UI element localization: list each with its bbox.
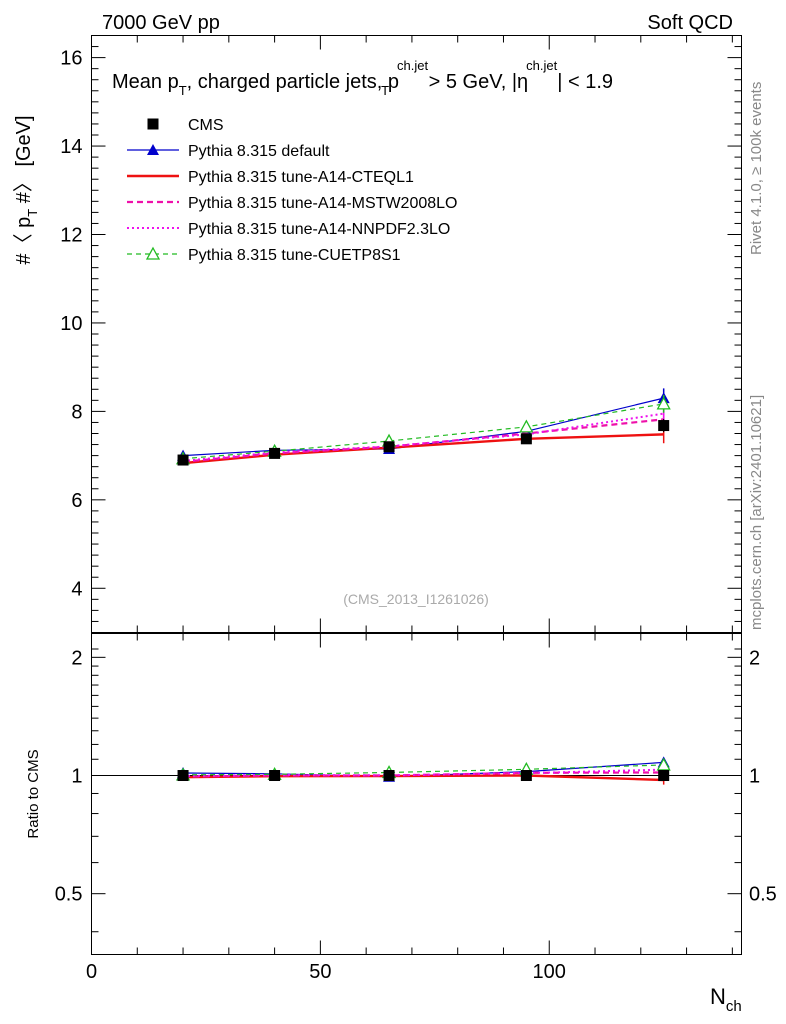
ratio-series-cms bbox=[177, 770, 670, 782]
ratio-tick-label-right: 1 bbox=[749, 766, 760, 788]
data-point bbox=[656, 396, 671, 410]
beam-label: 7000 GeV pp bbox=[102, 12, 220, 34]
series-cms bbox=[177, 418, 670, 466]
series-layer bbox=[175, 388, 671, 466]
y-tick-label: 14 bbox=[60, 136, 82, 158]
process-label: Soft QCD bbox=[647, 12, 733, 34]
y-axis-label: #〈 pT #〉 [GeV] bbox=[13, 115, 40, 264]
data-point bbox=[269, 447, 281, 459]
data-point bbox=[383, 441, 395, 453]
y-tick-label: 16 bbox=[60, 48, 82, 70]
x-axis-label: Nch bbox=[710, 984, 742, 1015]
ratio-point bbox=[383, 770, 395, 782]
legend-label: Pythia 8.315 tune-A14-CTEQL1 bbox=[188, 169, 414, 186]
y-tick-label: 12 bbox=[60, 225, 82, 247]
ratio-point bbox=[269, 770, 281, 782]
ratio-line bbox=[183, 764, 664, 776]
data-point bbox=[658, 420, 670, 432]
data-point bbox=[519, 419, 534, 433]
legend-label: Pythia 8.315 tune-CUETP8S1 bbox=[188, 247, 401, 264]
ratio-tick-label-right: 0.5 bbox=[749, 884, 777, 906]
ratio-tick-label-right: 2 bbox=[749, 647, 760, 669]
rivet-version-label: Rivet 4.1.0, ≥ 100k events bbox=[748, 82, 765, 255]
legend-marker bbox=[147, 118, 159, 130]
ratio-point bbox=[656, 757, 671, 771]
series-line bbox=[183, 403, 664, 460]
ratio-point bbox=[520, 770, 532, 782]
analysis-id: (CMS_2013_I1261026) bbox=[343, 591, 489, 607]
legend-entry-cms: CMS bbox=[147, 117, 224, 134]
legend-label: Pythia 8.315 tune-A14-MSTW2008LO bbox=[188, 195, 457, 212]
ratio-point bbox=[658, 770, 670, 782]
y-tick-label: 10 bbox=[60, 313, 82, 335]
x-tick-label: 50 bbox=[309, 961, 331, 983]
legend-marker bbox=[145, 246, 161, 260]
plot-title: Mean pT, charged particle jets, pch.jet T… bbox=[112, 58, 613, 98]
ratio-panel-frame bbox=[91, 633, 742, 955]
series-cuetp8s1 bbox=[175, 395, 671, 465]
data-point bbox=[520, 433, 532, 445]
ratio-series-layer bbox=[175, 756, 671, 785]
legend-entry-cuetp8s1: Pythia 8.315 tune-CUETP8S1 bbox=[127, 246, 401, 264]
data-point bbox=[177, 454, 189, 466]
y-tick-label: 6 bbox=[71, 490, 82, 512]
mcplots-label: mcplots.cern.ch [arXiv:2401.10621] bbox=[748, 395, 765, 630]
series-line bbox=[182, 418, 664, 463]
legend-entry-nnpdf: Pythia 8.315 tune-A14-NNPDF2.3LO bbox=[127, 221, 450, 238]
series-cteql1 bbox=[182, 425, 665, 466]
ratio-axis-label: Ratio to CMS bbox=[25, 749, 42, 838]
ratio-point bbox=[177, 770, 189, 782]
legend-label: CMS bbox=[188, 117, 224, 134]
y-tick-label: 8 bbox=[71, 401, 82, 423]
ratio-tick-label: 0.5 bbox=[55, 884, 83, 906]
legend: CMS Pythia 8.315 default Pythia 8.315 tune… bbox=[127, 117, 457, 264]
series-default bbox=[177, 388, 670, 461]
x-tick-label: 100 bbox=[533, 961, 566, 983]
ratio-tick-label: 2 bbox=[71, 647, 82, 669]
series-line bbox=[182, 433, 664, 465]
ratio-tick-label: 1 bbox=[71, 766, 82, 788]
legend-entry-mstw: Pythia 8.315 tune-A14-MSTW2008LO bbox=[127, 195, 457, 212]
legend-entry-default: Pythia 8.315 default bbox=[127, 143, 330, 160]
legend-marker bbox=[147, 144, 159, 155]
legend-label: Pythia 8.315 tune-A14-NNPDF2.3LO bbox=[188, 221, 450, 238]
x-tick-label: 0 bbox=[86, 961, 97, 983]
legend-label: Pythia 8.315 default bbox=[188, 143, 330, 160]
y-tick-label: 4 bbox=[71, 578, 82, 600]
axis-ticks bbox=[91, 35, 742, 955]
legend-entry-cteql1: Pythia 8.315 tune-A14-CTEQL1 bbox=[127, 169, 414, 186]
